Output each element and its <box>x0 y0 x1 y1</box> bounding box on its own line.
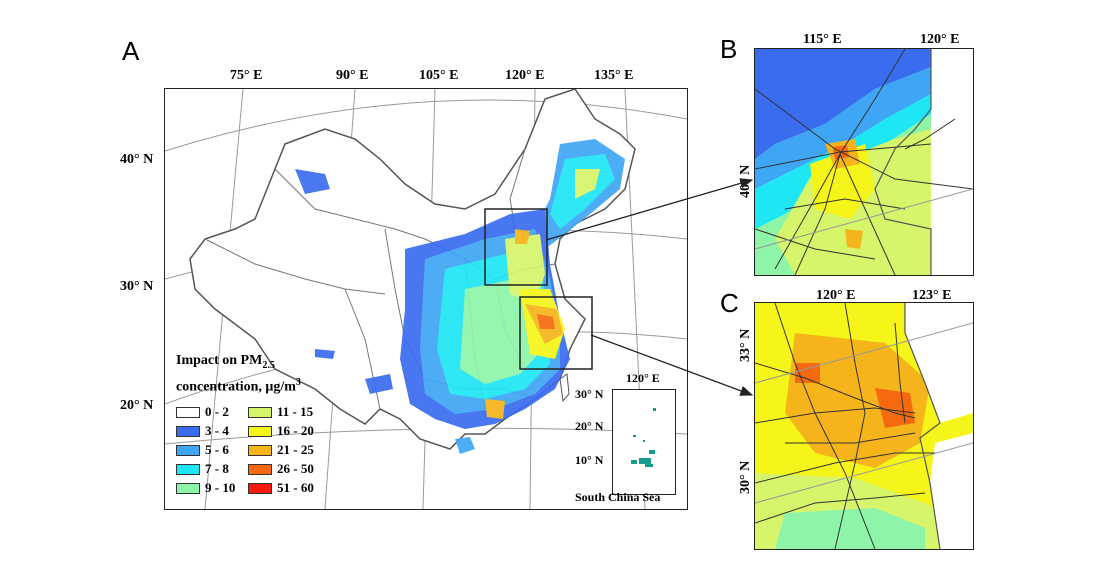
panel-a-map <box>164 88 688 510</box>
lon-label-75e: 75° E <box>230 68 263 83</box>
b-lon-115e: 115° E <box>803 32 842 47</box>
legend-item: 51 - 60 <box>248 480 314 496</box>
legend-title: Impact on PM2.5 concentration, μg/m3 <box>176 352 301 395</box>
legend-item: 16 - 20 <box>248 423 314 439</box>
legend-swatch <box>248 482 272 494</box>
legend-label: 7 - 8 <box>205 461 229 476</box>
legend-item: 5 - 6 <box>176 442 229 458</box>
legend-swatch <box>248 425 272 437</box>
lon-label-105e: 105° E <box>419 68 459 83</box>
c-lon-123e: 123° E <box>912 288 952 303</box>
legend-swatch <box>248 463 272 475</box>
legend-item: 7 - 8 <box>176 461 229 477</box>
taiwan-outline <box>559 373 570 403</box>
legend-swatch <box>176 406 200 418</box>
panel-b-letter: B <box>720 34 738 64</box>
south-china-sea-inset <box>612 389 676 495</box>
zoom-box-c <box>519 296 593 370</box>
panel-c-roads <box>755 303 935 549</box>
c-lat-33n: 33° N <box>738 328 753 362</box>
panel-b-roads <box>755 49 973 275</box>
legend-title-line1: Impact on PM <box>176 353 263 368</box>
graticule-c2 <box>755 442 973 504</box>
legend-swatch <box>176 482 200 494</box>
inset-lat-10n: 10° N <box>575 453 604 467</box>
legend-label: 51 - 60 <box>277 480 314 495</box>
b-lon-120e: 120° E <box>920 32 960 47</box>
zoom-box-b <box>484 208 548 286</box>
lon-label-135e: 135° E <box>594 68 634 83</box>
legend-label: 5 - 6 <box>205 442 229 457</box>
coastline-c <box>904 303 941 549</box>
legend-title-sub: 2.5 <box>262 359 275 371</box>
panel-c-map <box>754 302 974 550</box>
legend-item: 9 - 10 <box>176 480 235 496</box>
china-map-svg <box>165 89 687 509</box>
legend-item: 3 - 4 <box>176 423 229 439</box>
legend-item: 0 - 2 <box>176 404 229 420</box>
lon-label-120e: 120° E <box>505 68 545 83</box>
legend-title-sup: 3 <box>295 376 301 388</box>
legend-label: 3 - 4 <box>205 423 229 438</box>
legend-swatch <box>176 444 200 456</box>
panel-c-letter: C <box>720 288 739 318</box>
inset-lon-label: 120° E <box>626 371 660 385</box>
lat-label-40n: 40° N <box>120 152 154 167</box>
panel-a-letter: A <box>122 36 140 66</box>
legend-title-line2: concentration, μg/m <box>176 379 296 395</box>
legend-item: 11 - 15 <box>248 404 313 420</box>
legend-label: 21 - 25 <box>277 442 314 457</box>
inset-caption: South China Sea <box>575 490 661 504</box>
legend-label: 16 - 20 <box>277 423 314 438</box>
lat-label-30n: 30° N <box>120 279 154 294</box>
c-lon-120e: 120° E <box>816 288 856 303</box>
lon-label-90e: 90° E <box>336 68 369 83</box>
inset-lat-20n: 20° N <box>575 419 604 433</box>
coastline-b <box>874 49 932 275</box>
graticule-b <box>755 188 973 250</box>
panel-b-map <box>754 48 974 276</box>
panel-b-heat <box>755 49 973 275</box>
legend-label: 26 - 50 <box>277 461 314 476</box>
islands <box>631 408 656 467</box>
lat-label-20n: 20° N <box>120 398 154 413</box>
legend-label: 9 - 10 <box>205 480 236 495</box>
graticule-c1 <box>755 322 973 384</box>
c-lat-30n: 30° N <box>738 460 753 494</box>
legend-label: 0 - 2 <box>205 404 229 419</box>
inset-lat-30n: 30° N <box>575 387 604 401</box>
legend-swatch <box>248 444 272 456</box>
legend-item: 21 - 25 <box>248 442 314 458</box>
panel-c-heat <box>755 303 973 549</box>
legend-swatch <box>248 406 272 418</box>
legend-item: 26 - 50 <box>248 461 314 477</box>
legend-label: 11 - 15 <box>277 404 314 419</box>
legend-swatch <box>176 463 200 475</box>
b-lat-40n: 40° N <box>738 164 753 198</box>
legend-swatch <box>176 425 200 437</box>
